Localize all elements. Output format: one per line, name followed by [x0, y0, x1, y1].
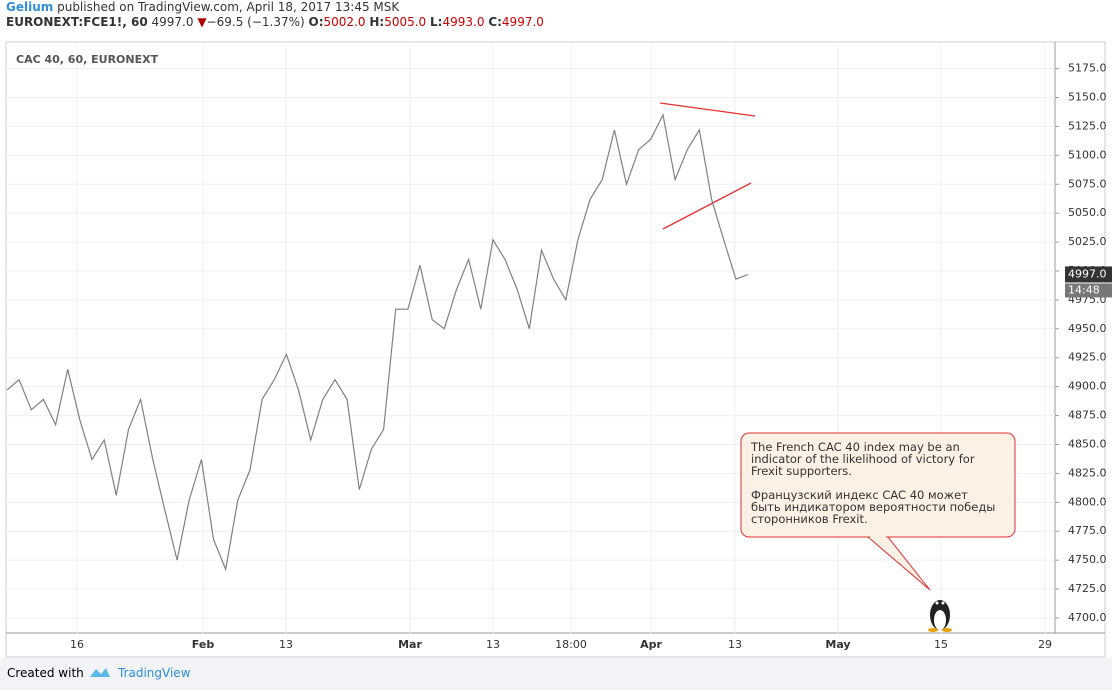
price-line [6, 113, 749, 572]
y-tick-label: 4850.0 [1068, 437, 1107, 450]
o-label: O: [308, 15, 324, 29]
y-tick-label: 5025.0 [1068, 235, 1107, 248]
x-tick-label: 18:00 [555, 638, 587, 651]
time-tag [1065, 283, 1112, 298]
logo [90, 668, 110, 677]
trendline [662, 182, 752, 230]
x-tick-label: 29 [1038, 638, 1052, 651]
y-tick-label: 5075.0 [1068, 177, 1107, 190]
close: 4997.0 [501, 15, 544, 29]
y-tick-label: 4800.0 [1068, 495, 1107, 508]
low: 4993.0 [442, 15, 485, 29]
chart: CAC 40, 60, EURONEXT 16 Feb 13 Mar 13 18:00 Ap… [5, 41, 1112, 658]
y-tick-label: 4875.0 [1068, 409, 1107, 422]
last-price-label: 4997.0 [1068, 267, 1107, 280]
x-tick-label: 16 [70, 638, 84, 651]
high: 5005.0 [384, 15, 427, 29]
open: 5002.0 [323, 15, 366, 29]
y-tick-label: 5100.0 [1068, 148, 1107, 161]
symbol: EURONEXT:FCE1!, 60 [6, 15, 148, 29]
last-price-tag [1065, 266, 1112, 283]
y-tick-label: 4950.0 [1068, 322, 1107, 335]
x-tick-label: Feb [192, 638, 215, 651]
y-tick-label: 5050.0 [1068, 206, 1107, 219]
created: Created with [7, 666, 84, 680]
published: published on TradingView.com, April 18, … [57, 0, 400, 14]
x-tick-label: 15 [934, 638, 948, 651]
down-arrow: ▼ [197, 15, 207, 29]
header: Gelium published on TradingView.com, Apr… [6, 0, 544, 30]
callout-join [870, 535, 886, 539]
footer: Created with TradingView [0, 658, 1112, 690]
x-tick-label: Apr [640, 638, 662, 651]
y-tick-label: 4825.0 [1068, 466, 1107, 479]
c-label: C: [488, 15, 502, 29]
y-tick-label: 4925.0 [1068, 351, 1107, 364]
note-ru: Французский индекс CAC 40 может быть инд… [751, 488, 996, 526]
frame [5, 41, 1106, 658]
penguin-icon [928, 600, 952, 632]
x-tick-label: 13 [486, 638, 500, 651]
l-label: L: [430, 15, 443, 29]
y-tick-label: 4775.0 [1068, 524, 1107, 537]
x-tick-label: 13 [279, 638, 293, 651]
x-tick-label: 13 [728, 638, 742, 651]
brand[interactable]: TradingView [118, 666, 191, 680]
y-tick-label: 5125.0 [1068, 119, 1107, 132]
change: −69.5 (−1.37%) [206, 15, 305, 29]
x-tick-label: May [825, 638, 850, 651]
chart-title: CAC 40, 60, EURONEXT [16, 53, 159, 66]
y-tick-label: 4900.0 [1068, 380, 1107, 393]
author[interactable]: Gelium [6, 0, 54, 14]
y-tick-label: 5175.0 [1068, 62, 1107, 75]
y-tick-label: 4700.0 [1068, 611, 1107, 624]
note-en: The French CAC 40 index may be an indica… [751, 440, 975, 478]
y-tick-label: 4750.0 [1068, 553, 1107, 566]
callout-text: The French CAC 40 index may be an indica… [751, 441, 1001, 537]
callout-pointer [867, 536, 931, 591]
y-tick-label: 5150.0 [1068, 91, 1107, 104]
y-tick-label: 4725.0 [1068, 582, 1107, 595]
h-label: H: [369, 15, 385, 29]
last: 4997.0 [151, 15, 194, 29]
time-label: 14:48 [1068, 283, 1100, 296]
x-tick-label: Mar [398, 638, 422, 651]
trendline [659, 102, 756, 117]
